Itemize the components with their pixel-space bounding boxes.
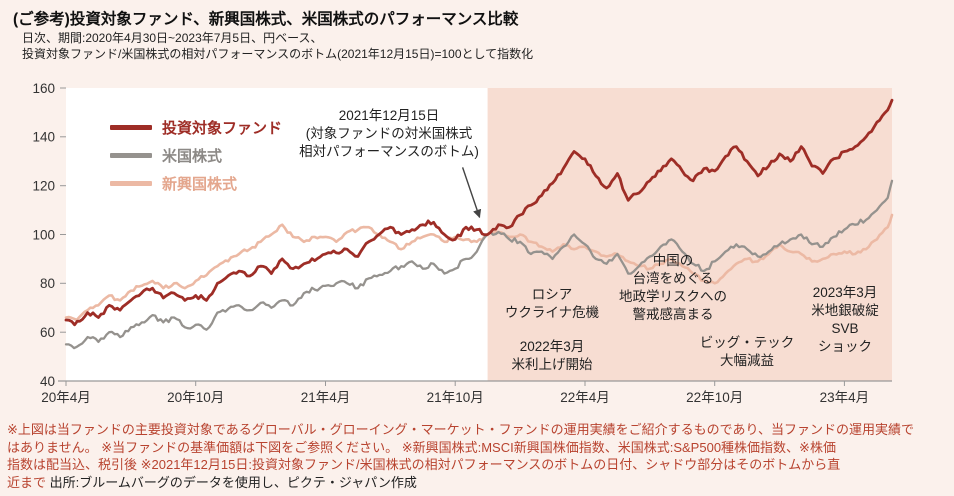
source-text: 出所:ブルームバーグのデータを使用し、ピクテ・ジャパン作成: [49, 474, 417, 490]
svg-text:23年4月: 23年4月: [820, 390, 870, 405]
note-line: 2021年12月15日: [338, 108, 440, 123]
legend-item-us-equity: 米国株式: [110, 146, 282, 165]
annotation-line: ロシア: [531, 287, 573, 302]
annotation-us-rate-hike: 2022年3月 米利上げ開始: [492, 338, 612, 374]
subtitle-line-1: 日次、期間:2020年4月30日~2023年7月5日、円ベース、: [22, 31, 323, 45]
footnote-line-3: 指数は配当込、税引後 ※2021年12月15日:投資対象ファンド/米国株式の相対…: [7, 457, 841, 472]
us-line-swatch-icon: [110, 153, 152, 158]
svg-text:160: 160: [32, 81, 55, 96]
footnotes: ※上図は当ファンドの主要投資対象であるグローバル・グローイング・マーケット・ファ…: [7, 421, 914, 491]
footnote-line-2: はありません。 ※当ファンドの基準価額は下図をご参照ください。 ※新興国株式:M…: [7, 439, 836, 455]
svg-text:60: 60: [40, 325, 55, 340]
annotation-svb-shock: 2023年3月 米地銀破綻 SVB ショック: [790, 284, 900, 356]
svg-text:21年4月: 21年4月: [301, 390, 351, 405]
subtitle-line-2: 投資対象ファンド/米国株式の相対パフォーマンスのボトム(2021年12月15日)…: [22, 47, 534, 61]
footnote-line-4: 近まで 出所:ブルームバーグのデータを使用し、ピクテ・ジャパン作成: [7, 474, 914, 492]
chart-legend: 投資対象ファンド 米国株式 新興国株式: [110, 118, 282, 202]
legend-label-fund: 投資対象ファンド: [162, 120, 283, 137]
annotation-china-taiwan-risk: 中国の 台湾をめぐる 地政学リスクへの 警戒感高まる: [606, 252, 740, 324]
annotation-line: 大幅減益: [720, 353, 774, 368]
footnote-tail: 近まで: [7, 474, 50, 490]
annotation-line: 台湾をめぐる: [632, 271, 714, 286]
svg-text:21年10月: 21年10月: [427, 390, 484, 405]
annotation-big-tech-earnings: ビッグ・テック 大幅減益: [684, 334, 810, 370]
annotation-line: 地政学リスクへの: [619, 289, 727, 304]
annotation-line: SVB: [831, 321, 859, 336]
annotation-line: 2023年3月: [812, 285, 878, 300]
footnote-line-1: ※上図は当ファンドの主要投資対象であるグローバル・グローイング・マーケット・ファ…: [7, 422, 914, 437]
note-line: 相対パフォーマンスのボトム): [299, 144, 479, 159]
legend-label-us-equity: 米国株式: [162, 148, 223, 165]
note-line: (対象ファンドの対米国株式: [305, 126, 473, 141]
legend-item-em-equity: 新興国株式: [110, 174, 282, 193]
svg-text:22年4月: 22年4月: [560, 390, 610, 405]
legend-item-fund: 投資対象ファンド: [110, 118, 282, 137]
annotation-line: 米利上げ開始: [511, 357, 593, 372]
svg-text:140: 140: [32, 130, 55, 145]
svg-text:20年10月: 20年10月: [167, 390, 224, 405]
svg-text:120: 120: [32, 179, 55, 194]
annotation-line: ウクライナ危機: [504, 305, 600, 320]
svg-text:20年4月: 20年4月: [41, 390, 91, 405]
annotation-line: 警戒感高まる: [632, 307, 714, 322]
fund-line-swatch-icon: [110, 125, 152, 130]
svg-text:80: 80: [40, 276, 55, 291]
annotation-line: 2022年3月: [519, 339, 585, 354]
page-title: (ご参考)投資対象ファンド、新興国株式、米国株式のパフォーマンス比較: [13, 11, 519, 28]
annotation-russia-ukraine: ロシア ウクライナ危機: [492, 286, 612, 322]
svg-text:22年10月: 22年10月: [686, 390, 743, 405]
annotation-line: ショック: [818, 339, 872, 354]
annotation-line: 米地銀破綻: [811, 303, 879, 318]
annotation-line: 中国の: [652, 253, 694, 268]
svg-text:40: 40: [40, 374, 55, 389]
relative-performance-bottom-note: 2021年12月15日 (対象ファンドの対米国株式 相対パフォーマンスのボトム): [283, 107, 495, 161]
legend-label-em-equity: 新興国株式: [162, 176, 238, 193]
em-line-swatch-icon: [110, 181, 152, 186]
annotation-line: ビッグ・テック: [699, 335, 795, 350]
svg-text:100: 100: [32, 227, 55, 242]
